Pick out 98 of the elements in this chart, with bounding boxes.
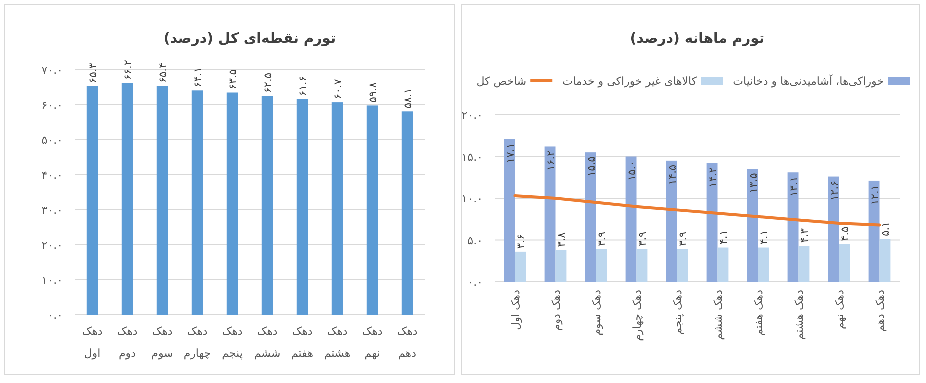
data-label: ۳.۶ bbox=[516, 234, 528, 249]
x-tick-label: دهک هشتم bbox=[324, 325, 351, 360]
bar bbox=[226, 92, 238, 315]
bar bbox=[296, 99, 308, 315]
data-label: ۵۸.۱ bbox=[402, 88, 414, 109]
chart-title: تورم ماهانه (درصد) bbox=[630, 31, 765, 47]
data-label: ۳.۹ bbox=[637, 231, 650, 246]
data-label: ۱۶.۲ bbox=[545, 150, 558, 171]
legend-label: خوراکی‌ها، آشامیدنی‌ها و دخانیات bbox=[733, 74, 884, 88]
bar bbox=[544, 146, 556, 282]
x-tick-label: دهک سوم bbox=[152, 325, 174, 360]
data-label: ۴.۱ bbox=[758, 230, 771, 245]
bar bbox=[366, 106, 378, 315]
data-label: ۱۲.۱ bbox=[869, 184, 882, 206]
bar bbox=[402, 112, 414, 315]
bar bbox=[156, 86, 168, 315]
data-label: ۴.۳ bbox=[799, 228, 812, 244]
chart-title: تورم نقطه‌ای کل (درصد) bbox=[164, 31, 336, 47]
data-label: ۶۲.۵ bbox=[262, 72, 274, 94]
data-label: ۶۴.۱ bbox=[192, 67, 204, 88]
data-label: ۱۴.۵ bbox=[666, 164, 679, 186]
data-label: ۱۴.۲ bbox=[707, 167, 720, 188]
legend-label: کالاهای غیر خوراکی و خدمات bbox=[562, 75, 698, 88]
x-tick-label: دهک هفتم bbox=[291, 325, 314, 360]
x-tick-label: دهک هشتم bbox=[792, 290, 806, 340]
x-tick-label: دهک ششم bbox=[712, 290, 725, 340]
bar bbox=[868, 180, 880, 282]
bar bbox=[332, 102, 344, 315]
data-label: ۳.۸ bbox=[556, 232, 568, 248]
y-tick-label: ۲۰.۰ bbox=[462, 109, 483, 122]
y-tick-label: ۷۰.۰ bbox=[42, 64, 63, 77]
bar bbox=[636, 249, 648, 282]
data-label: ۱۲.۶ bbox=[828, 180, 841, 202]
data-label: ۳.۹ bbox=[678, 231, 690, 246]
x-tick-label: دهک پنجم bbox=[671, 290, 684, 335]
data-label: ۱۳.۵ bbox=[748, 172, 760, 194]
data-label: ۱۷.۱ bbox=[504, 143, 517, 164]
bar bbox=[788, 172, 799, 282]
y-tick-label: ۲۰.۰ bbox=[42, 239, 63, 252]
x-tick-label: دهک دوم bbox=[117, 325, 138, 360]
data-label: ۶۳.۵ bbox=[228, 69, 240, 90]
data-label: ۴.۵ bbox=[840, 226, 852, 242]
bar bbox=[504, 139, 516, 282]
x-tick-label: دهک دوم bbox=[550, 290, 563, 332]
y-tick-label: ۱۵.۰ bbox=[462, 150, 483, 164]
x-tick-label: دهک دهم bbox=[397, 325, 418, 360]
x-tick-label: دهک دهم bbox=[874, 290, 887, 332]
bar bbox=[262, 96, 274, 315]
data-label: ۶۵.۳ bbox=[88, 62, 100, 84]
bar bbox=[839, 244, 850, 282]
bar bbox=[758, 248, 770, 282]
x-tick-label: دهک نهم bbox=[833, 290, 846, 330]
bar bbox=[880, 239, 891, 282]
data-label: ۶۵.۴ bbox=[158, 62, 170, 84]
y-tick-label: ۳۰.۰ bbox=[42, 204, 63, 217]
bar bbox=[677, 249, 688, 282]
data-label: ۳.۹ bbox=[596, 231, 609, 246]
bar bbox=[86, 86, 98, 315]
data-label: ۴.۱ bbox=[718, 230, 730, 245]
x-tick-label: دهک نهم bbox=[362, 325, 383, 360]
data-label: ۶۱.۶ bbox=[298, 76, 310, 96]
data-label: ۱۵.۰ bbox=[626, 160, 638, 182]
data-label: ۱۵.۵ bbox=[586, 156, 598, 177]
bar bbox=[122, 83, 134, 315]
bar bbox=[666, 160, 678, 282]
legend-label: شاخص کل bbox=[476, 75, 527, 88]
bar bbox=[585, 152, 596, 282]
bar bbox=[556, 250, 567, 282]
y-tick-label: ۱۰.۰ bbox=[42, 274, 63, 287]
y-tick-label: ۵۰.۰ bbox=[42, 134, 63, 147]
bar bbox=[596, 249, 608, 282]
bar bbox=[718, 248, 729, 282]
data-label: ۱۳.۱ bbox=[788, 176, 800, 197]
data-label: ۵۹.۸ bbox=[368, 82, 380, 103]
x-tick-label: دهک پنجم bbox=[222, 325, 243, 360]
y-tick-label: ۰.۰ bbox=[468, 276, 483, 289]
x-tick-label: دهک سوم bbox=[590, 290, 604, 336]
x-tick-label: دهک اول bbox=[82, 325, 103, 360]
x-tick-label: دهک هفتم bbox=[752, 290, 766, 336]
data-label: ۶۰.۷ bbox=[332, 78, 344, 100]
x-tick-label: دهک چهارم bbox=[630, 290, 644, 342]
x-tick-label: دهک اول bbox=[509, 290, 522, 330]
data-label: ۶۶.۲ bbox=[122, 60, 134, 80]
bar bbox=[706, 163, 718, 282]
y-tick-label: ۵.۰ bbox=[468, 234, 483, 248]
bar bbox=[515, 252, 526, 282]
bar bbox=[798, 246, 810, 282]
bar bbox=[828, 176, 840, 282]
x-tick-label: دهک ششم bbox=[254, 325, 281, 360]
data-label: ۵.۱ bbox=[880, 222, 892, 236]
y-tick-label: ۰.۰ bbox=[48, 309, 63, 322]
y-tick-label: ۴۰.۰ bbox=[42, 169, 63, 182]
x-tick-label: دهک چهارم bbox=[184, 325, 212, 360]
y-tick-label: ۱۰.۰ bbox=[462, 192, 483, 206]
bar bbox=[747, 169, 758, 282]
bar bbox=[626, 156, 637, 282]
y-tick-label: ۶۰.۰ bbox=[42, 99, 63, 112]
bar bbox=[192, 90, 204, 315]
